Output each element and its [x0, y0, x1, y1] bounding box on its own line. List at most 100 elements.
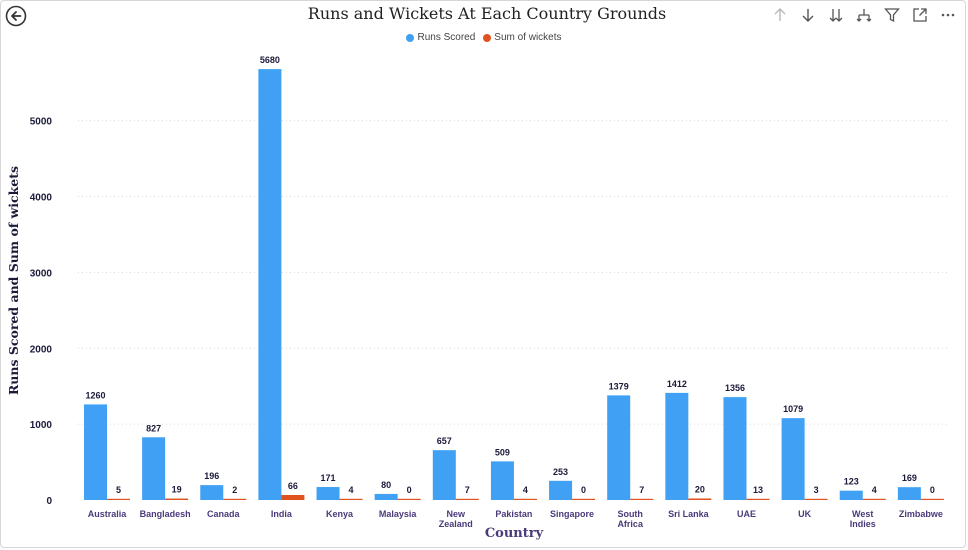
y-tick-label: 5000: [30, 117, 53, 128]
data-label-wickets: 4: [872, 485, 877, 495]
drill-up-icon[interactable]: [766, 5, 794, 25]
x-tick-label: Singapore: [550, 509, 594, 519]
bar-wickets: [862, 498, 886, 500]
bar-runs: [839, 490, 863, 500]
data-label-runs: 509: [495, 447, 510, 457]
bar-wickets: [165, 498, 189, 500]
y-tick-label: 4000: [30, 193, 53, 204]
bar-wickets: [920, 498, 944, 500]
bar-wickets: [746, 498, 770, 500]
x-tick-label: UAE: [737, 509, 756, 519]
legend-label-runs: Runs Scored: [417, 32, 476, 43]
data-label-wickets: 4: [349, 485, 354, 495]
y-tick-label: 3000: [30, 268, 53, 279]
data-label-runs: 171: [321, 473, 336, 483]
legend-marker-runs: [406, 33, 415, 42]
data-label-runs: 1379: [609, 381, 629, 391]
bar-runs: [781, 418, 805, 500]
data-label-wickets: 0: [581, 485, 586, 495]
x-tick-label: Australia: [88, 509, 128, 519]
x-tick-label: Pakistan: [495, 509, 532, 519]
x-tick-label: Sri Lanka: [668, 509, 710, 519]
x-tick-label: Bangladesh: [140, 509, 191, 519]
bar-wickets: [223, 498, 247, 500]
bar-wickets: [513, 498, 537, 500]
visual-toolbar: [766, 5, 962, 25]
x-tick-label: West: [852, 509, 873, 519]
x-tick-label: Africa: [617, 519, 644, 529]
data-label-runs: 1079: [783, 404, 803, 414]
x-tick-label: New: [447, 509, 467, 519]
bar-runs: [897, 487, 921, 500]
bar-wickets: [455, 498, 479, 500]
data-label-runs: 1356: [725, 383, 745, 393]
data-label-wickets: 66: [288, 481, 298, 491]
chart-legend: Runs Scored Sum of wickets: [0, 32, 968, 43]
back-arrow-icon[interactable]: [5, 5, 27, 27]
x-tick-label: Indies: [850, 519, 876, 529]
x-tick-label: Kenya: [326, 509, 354, 519]
bar-runs: [200, 485, 224, 500]
data-label-wickets: 4: [523, 485, 528, 495]
data-label-wickets: 19: [172, 485, 182, 495]
expand-hierarchy-icon[interactable]: [850, 5, 878, 25]
legend-item-runs[interactable]: Runs Scored: [406, 32, 475, 43]
data-label-wickets: 20: [695, 484, 705, 494]
bar-wickets: [397, 498, 421, 500]
x-tick-label: Canada: [207, 509, 241, 519]
data-label-runs: 5680: [260, 55, 280, 65]
bar-runs: [316, 487, 340, 500]
x-tick-label: UK: [798, 509, 811, 519]
legend-item-wickets[interactable]: Sum of wickets: [483, 32, 562, 43]
bar-wickets: [804, 498, 828, 500]
x-tick-label: South: [617, 509, 643, 519]
data-label-runs: 1412: [667, 379, 687, 389]
x-tick-label: India: [271, 509, 293, 519]
focus-mode-icon[interactable]: [906, 5, 934, 25]
data-label-wickets: 0: [930, 485, 935, 495]
bar-runs: [142, 437, 166, 500]
y-tick-label: 0: [46, 496, 52, 507]
data-label-runs: 827: [146, 423, 161, 433]
legend-label-wickets: Sum of wickets: [494, 32, 562, 43]
drill-down-icon[interactable]: [794, 5, 822, 25]
bar-runs: [374, 493, 398, 500]
x-tick-label: Malaysia: [379, 509, 418, 519]
more-options-icon[interactable]: [934, 5, 962, 25]
data-label-runs: 169: [902, 473, 917, 483]
data-label-runs: 253: [553, 467, 568, 477]
data-label-runs: 1260: [85, 390, 105, 400]
data-label-wickets: 2: [232, 485, 237, 495]
bar-runs: [258, 69, 282, 500]
bar-runs: [432, 450, 456, 500]
bar-wickets: [281, 494, 305, 500]
data-label-wickets: 7: [639, 485, 644, 495]
bar-wickets: [572, 498, 596, 500]
bar-runs: [549, 480, 573, 500]
bar-runs: [84, 404, 107, 500]
y-tick-label: 2000: [30, 344, 53, 355]
bar-runs: [490, 461, 514, 500]
bar-runs: [607, 395, 631, 500]
y-tick-label: 1000: [30, 420, 53, 431]
expand-next-level-icon[interactable]: [822, 5, 850, 25]
bar-wickets: [339, 498, 363, 500]
data-label-wickets: 3: [814, 485, 819, 495]
bar-wickets: [107, 498, 130, 500]
x-axis-title: Country: [484, 526, 544, 541]
bar-wickets: [688, 498, 712, 500]
data-label-wickets: 0: [407, 485, 412, 495]
data-label-runs: 196: [204, 471, 219, 481]
bar-wickets: [630, 498, 654, 500]
filter-icon[interactable]: [878, 5, 906, 25]
bar-runs: [723, 397, 747, 500]
data-label-runs: 80: [381, 480, 391, 490]
chart-title: Runs and Wickets At Each Country Grounds: [307, 4, 667, 23]
data-label-wickets: 13: [753, 485, 763, 495]
data-label-wickets: 5: [116, 485, 121, 495]
data-label-runs: 657: [437, 436, 452, 446]
legend-marker-wickets: [483, 33, 492, 42]
x-tick-label: Zimbabwe: [899, 509, 943, 519]
